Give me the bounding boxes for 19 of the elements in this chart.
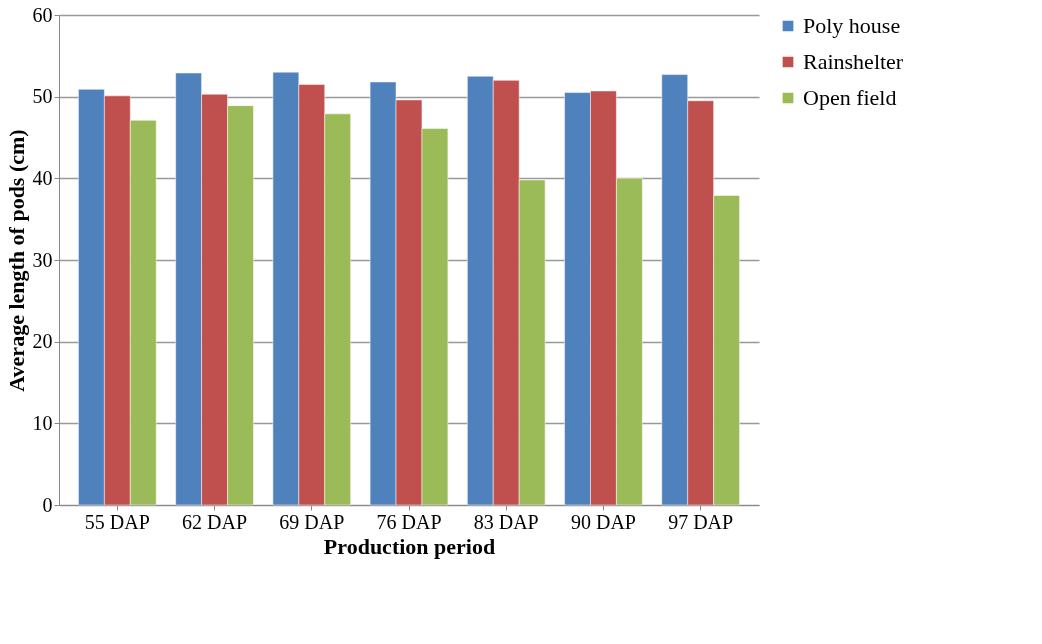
y-tick-label: 50 bbox=[32, 85, 53, 108]
x-tick-label: 90 DAP bbox=[570, 510, 636, 533]
x-axis-title: Production period bbox=[323, 533, 496, 559]
legend-label: Poly house bbox=[803, 13, 901, 38]
y-tick-label: 30 bbox=[32, 248, 53, 271]
legend-label: Rainshelter bbox=[803, 49, 904, 74]
y-axis-title: Average length of pods (cm) bbox=[3, 129, 29, 392]
x-tick-label: 97 DAP bbox=[668, 510, 734, 533]
y-tick-label: 40 bbox=[32, 166, 53, 189]
y-tick-label: 20 bbox=[32, 330, 53, 353]
y-tick-label: 60 bbox=[32, 3, 53, 26]
legend-label: Open field bbox=[803, 85, 897, 110]
x-tick-label: 76 DAP bbox=[376, 510, 442, 533]
y-tick-label: 10 bbox=[32, 411, 53, 434]
x-tick-label: 55 DAP bbox=[84, 510, 150, 533]
x-tick-label: 83 DAP bbox=[473, 510, 539, 533]
x-tick-label: 62 DAP bbox=[182, 510, 248, 533]
x-tick-label: 69 DAP bbox=[279, 510, 345, 533]
y-tick-label: 0 bbox=[42, 493, 53, 516]
